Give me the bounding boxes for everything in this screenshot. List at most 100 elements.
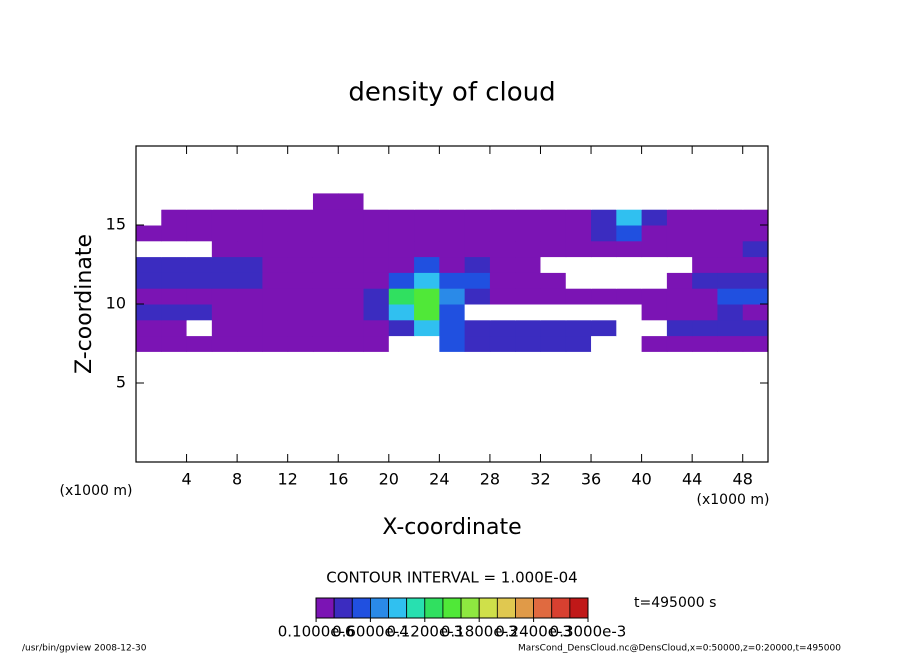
density-cell: [338, 319, 365, 337]
density-cell: [161, 335, 188, 352]
density-cell: [388, 240, 415, 258]
density-cell: [211, 288, 238, 305]
density-cell: [464, 256, 491, 273]
density-cell: [717, 304, 744, 321]
density-cell: [338, 256, 365, 273]
density-cell: [540, 272, 567, 289]
x-tick-label: 16: [328, 470, 348, 489]
density-cell: [515, 209, 541, 226]
colorbar-tick-label: 0.1200e-3: [386, 623, 463, 641]
density-cell: [363, 193, 390, 210]
density-cell: [565, 225, 592, 242]
density-cell: [414, 240, 440, 258]
density-cell: [591, 225, 617, 242]
x-tick-label: 12: [278, 470, 298, 489]
density-cell: [388, 225, 415, 242]
density-cell: [692, 319, 718, 337]
colorbar-tick-label: 0.2400e-3: [495, 623, 572, 641]
density-cell: [414, 272, 440, 289]
density-cell: [717, 335, 744, 352]
density-cell: [540, 209, 567, 226]
density-cell: [186, 272, 213, 289]
density-cell: [666, 193, 693, 210]
density-cell: [388, 193, 415, 210]
density-cell: [742, 288, 769, 305]
density-cell: [616, 335, 643, 352]
density-cell: [161, 288, 188, 305]
colorbar-segment: [551, 597, 571, 619]
density-cell: [186, 240, 213, 258]
colorbar-segment: [515, 597, 535, 619]
density-cell: [312, 193, 339, 210]
density-cell: [186, 225, 213, 242]
density-cell: [388, 304, 415, 321]
colorbar-segment: [333, 597, 353, 619]
density-cell: [363, 209, 390, 226]
colorbar-segment: [478, 597, 498, 619]
colorbar-tick-label: 0.3000e-3: [550, 623, 627, 641]
density-cell: [439, 319, 466, 337]
density-cell: [439, 288, 466, 305]
y-tick-label: 15: [106, 215, 126, 234]
density-cell: [616, 304, 643, 321]
density-cell: [742, 225, 769, 242]
density-cell: [414, 256, 440, 273]
density-cell: [616, 193, 643, 210]
density-cell: [161, 193, 188, 210]
x-tick-label: 4: [181, 470, 191, 489]
density-cell: [565, 335, 592, 352]
x-tick-label: 8: [232, 470, 242, 489]
density-cell: [161, 209, 188, 226]
density-cell: [287, 304, 314, 321]
density-cell: [262, 240, 289, 258]
density-cell: [186, 193, 213, 210]
density-cell: [464, 335, 491, 352]
density-cell: [666, 304, 693, 321]
density-cell: [692, 335, 718, 352]
density-cell: [666, 256, 693, 273]
density-cell: [742, 209, 769, 226]
colorbar-segment: [496, 597, 516, 619]
density-cell: [287, 240, 314, 258]
density-cell: [237, 272, 263, 289]
density-cell: [565, 319, 592, 337]
x-tick-label: 40: [631, 470, 651, 489]
density-cell: [489, 288, 516, 305]
density-cell: [591, 272, 617, 289]
density-cell: [515, 319, 541, 337]
density-cell: [565, 193, 592, 210]
density-cell: [717, 319, 744, 337]
density-cell: [717, 209, 744, 226]
density-cell: [388, 272, 415, 289]
colorbar-frame: [315, 597, 589, 619]
density-cell: [136, 256, 162, 273]
colorbar-segment: [569, 597, 589, 619]
density-cell: [591, 288, 617, 305]
density-cell: [414, 225, 440, 242]
density-cell: [211, 240, 238, 258]
density-cell: [287, 319, 314, 337]
density-cell: [692, 288, 718, 305]
y-axis-label: Z-coordinate: [72, 234, 97, 374]
density-cell: [186, 304, 213, 321]
density-cell: [464, 319, 491, 337]
density-cell: [742, 193, 769, 210]
density-cell: [616, 209, 643, 226]
density-cell: [540, 193, 567, 210]
density-cell: [237, 193, 263, 210]
density-cell: [439, 225, 466, 242]
density-cell: [565, 209, 592, 226]
density-cell: [237, 240, 263, 258]
colorbar-segment: [424, 597, 444, 619]
density-cell: [211, 272, 238, 289]
density-cell: [136, 288, 162, 305]
density-cell: [338, 240, 365, 258]
density-cell: [338, 225, 365, 242]
y-tick-label: 10: [106, 294, 126, 313]
density-cell: [237, 209, 263, 226]
density-cell: [666, 225, 693, 242]
density-cell: [312, 304, 339, 321]
x-tick-label: 24: [429, 470, 449, 489]
density-cell: [641, 256, 668, 273]
density-cell: [388, 319, 415, 337]
